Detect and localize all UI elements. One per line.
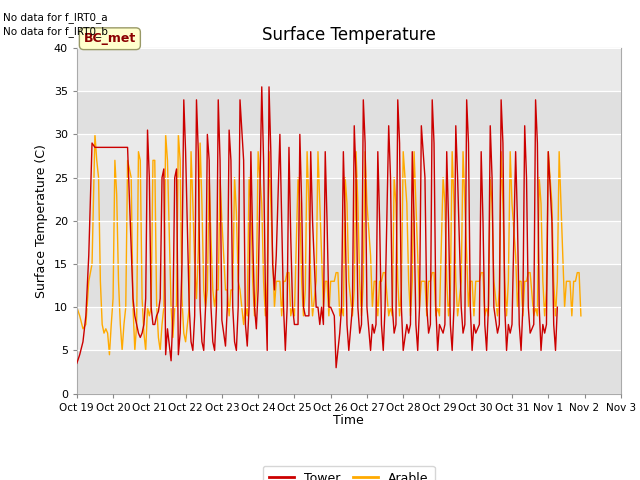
Bar bbox=[77, 307, 621, 350]
Legend: Tower, Arable: Tower, Arable bbox=[263, 466, 435, 480]
Bar bbox=[77, 48, 621, 91]
Text: No data for f_IRT0_b: No data for f_IRT0_b bbox=[3, 26, 108, 37]
Bar bbox=[77, 264, 621, 307]
Text: No data for f_IRT0_a: No data for f_IRT0_a bbox=[3, 12, 108, 23]
Bar bbox=[77, 221, 621, 264]
X-axis label: Time: Time bbox=[333, 414, 364, 427]
Bar bbox=[77, 178, 621, 221]
Y-axis label: Surface Temperature (C): Surface Temperature (C) bbox=[35, 144, 48, 298]
Bar bbox=[77, 91, 621, 134]
Bar bbox=[77, 134, 621, 178]
Title: Surface Temperature: Surface Temperature bbox=[262, 25, 436, 44]
Bar bbox=[77, 350, 621, 394]
Text: BC_met: BC_met bbox=[84, 32, 136, 45]
